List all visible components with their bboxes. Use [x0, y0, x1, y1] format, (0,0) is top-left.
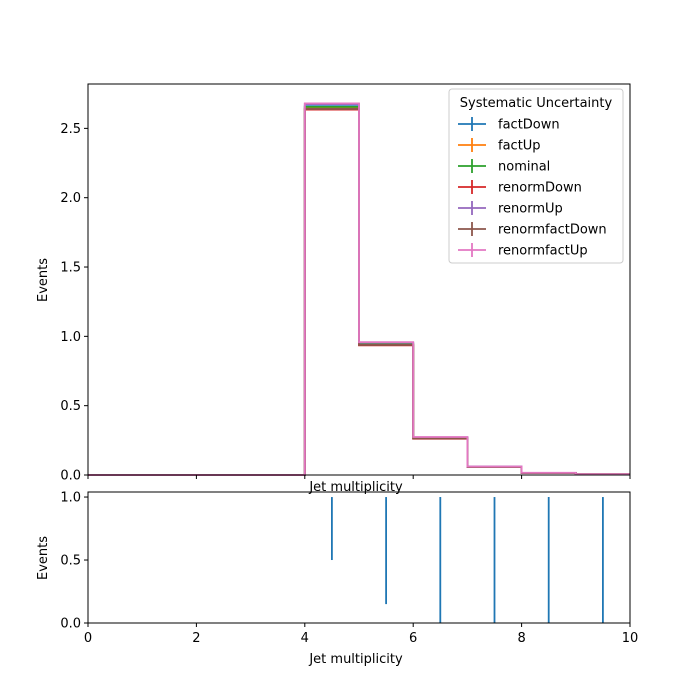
top-x-ticks — [87, 475, 631, 479]
legend-label: factUp — [498, 139, 541, 154]
top-plot-frame — [87, 83, 631, 476]
legend-label: renormUp — [498, 202, 563, 217]
top-y-tick-label: 2.0 — [60, 191, 81, 206]
bottom-y-tick-label: 1.0 — [60, 491, 81, 506]
top-y-axis-label: Events — [36, 258, 51, 302]
bottom-x-ticks: 0 2 4 6 8 10 — [84, 623, 638, 646]
bottom-x-tick-label: 0 — [84, 631, 92, 646]
legend-entry-factUp: factUp — [458, 138, 541, 154]
bottom-x-tick-label: 4 — [301, 631, 309, 646]
top-y-tick-label: 1.0 — [60, 330, 81, 345]
top-y-ticks: 0.0 0.5 1.0 1.5 2.0 2.5 — [60, 122, 88, 484]
bottom-y-ticks: 0.0 0.5 1.0 — [60, 491, 88, 632]
legend-entry-renormUp: renormUp — [458, 201, 563, 217]
legend-entry-renormfactDown: renormfactDown — [458, 222, 607, 238]
bottom-error-bars — [330, 497, 604, 623]
legend-entry-nominal: nominal — [458, 159, 550, 175]
bottom-panel: 0.0 0.5 1.0 0 2 4 6 8 10 Jet multiplicity Event… — [36, 491, 638, 667]
top-y-tick-label: 0.0 — [60, 469, 81, 484]
legend-entry-renormDown: renormDown — [458, 180, 582, 196]
legend-label: renormfactUp — [498, 244, 588, 259]
bottom-plot-frame — [87, 491, 631, 624]
legend: Systematic Uncertainty factDown factUp nom… — [448, 88, 624, 264]
top-y-tick-label: 1.5 — [60, 261, 81, 276]
legend-entry-factDown: factDown — [458, 117, 560, 133]
bottom-x-tick-label: 8 — [517, 631, 525, 646]
top-panel: 0.0 0.5 1.0 1.5 2.0 2.5 Jet multiplicity Even… — [36, 83, 631, 495]
legend-entry-renormfactUp: renormfactUp — [458, 243, 588, 259]
bottom-y-tick-label: 0.0 — [60, 617, 81, 632]
legend-box — [448, 88, 624, 264]
bottom-x-tick-label: 2 — [192, 631, 200, 646]
bottom-x-tick-label: 6 — [409, 631, 417, 646]
top-y-tick-label: 2.5 — [60, 122, 81, 137]
legend-label: nominal — [498, 160, 550, 175]
bottom-x-axis-label: Jet multiplicity — [308, 652, 403, 667]
top-x-axis-label: Jet multiplicity — [308, 480, 403, 495]
legend-label: factDown — [498, 118, 560, 133]
legend-title: Systematic Uncertainty — [460, 96, 613, 111]
legend-label: renormDown — [498, 181, 582, 196]
bottom-y-tick-label: 0.5 — [60, 554, 81, 569]
bottom-y-axis-label: Events — [36, 536, 51, 580]
legend-entries: factDown factUp nominal renormDown renormUp r… — [458, 117, 607, 259]
top-y-tick-label: 0.5 — [60, 399, 81, 414]
bottom-x-tick-label: 10 — [622, 631, 639, 646]
legend-label: renormfactDown — [498, 223, 607, 238]
